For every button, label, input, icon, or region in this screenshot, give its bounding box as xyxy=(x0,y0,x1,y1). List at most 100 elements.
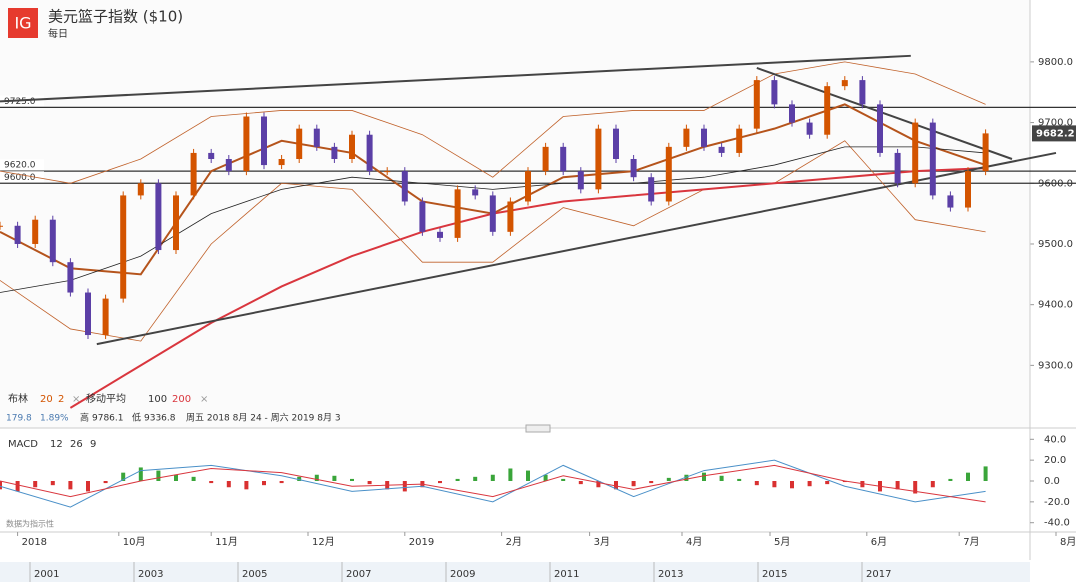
x-tick-label: 11月 xyxy=(215,536,238,548)
x-tick-label: 10月 xyxy=(123,536,146,548)
macd-bar xyxy=(913,481,918,494)
candle xyxy=(595,128,602,190)
macd-bar xyxy=(860,481,865,488)
macd-line xyxy=(0,459,986,508)
candle xyxy=(665,146,672,202)
candle xyxy=(155,183,162,251)
candle xyxy=(560,146,567,172)
candle xyxy=(542,146,549,172)
macd-bar xyxy=(596,481,601,488)
x-tick-label: 3月 xyxy=(594,536,610,548)
macd-bar xyxy=(842,481,847,483)
candle xyxy=(824,86,831,135)
legend-text: 9336.8 xyxy=(144,414,176,424)
candle xyxy=(173,195,179,251)
logo: IG xyxy=(14,14,31,33)
macd-bar xyxy=(790,481,794,489)
y-tick-label: 20.0 xyxy=(1044,455,1066,466)
candle xyxy=(965,171,971,208)
y-tick-label: 9500.0 xyxy=(1038,239,1073,250)
resize-handle[interactable] xyxy=(525,424,551,433)
macd-bar xyxy=(279,481,284,484)
y-tick-label: -20.0 xyxy=(1044,497,1070,508)
nav-label: 2017 xyxy=(866,569,891,580)
x-tick-label: 7月 xyxy=(963,536,979,548)
y-tick-label: 9400.0 xyxy=(1038,300,1073,311)
legend-text: 高 xyxy=(80,412,89,424)
candle xyxy=(225,158,232,172)
macd-bar xyxy=(930,481,935,488)
navigator[interactable] xyxy=(0,562,1030,582)
candle xyxy=(102,298,109,336)
candle xyxy=(630,158,637,178)
y-tick-label: 9300.0 xyxy=(1038,360,1073,371)
chart-title: 美元篮子指数 ($10) xyxy=(48,8,183,26)
nav-label: 2003 xyxy=(138,569,163,580)
overlay-line xyxy=(0,146,986,293)
macd-bar xyxy=(719,475,724,481)
price-panel xyxy=(0,0,1030,428)
macd-bar xyxy=(649,481,654,484)
macd-bar xyxy=(895,481,900,490)
legend-text: × xyxy=(200,394,208,405)
y-tick-label: 9700.0 xyxy=(1038,118,1073,129)
macd-bar xyxy=(121,472,126,481)
candle xyxy=(349,134,355,159)
macd-bar xyxy=(103,481,108,484)
macd-bar xyxy=(402,481,407,492)
legend-text: 低 xyxy=(132,412,141,424)
candle xyxy=(67,262,74,293)
macd-bar xyxy=(772,481,777,488)
macd-bar xyxy=(825,481,830,485)
macd-bar xyxy=(684,474,689,481)
candle xyxy=(683,128,690,147)
macd-bar xyxy=(33,481,38,488)
macd-bar xyxy=(314,474,319,481)
trendline xyxy=(756,67,1013,160)
legend-text: 1.89% xyxy=(40,414,69,424)
candle xyxy=(771,80,778,105)
candle xyxy=(366,134,373,172)
legend-text: 179.8 xyxy=(6,414,32,424)
x-tick-label: 5月 xyxy=(774,536,790,548)
macd-bar xyxy=(508,468,513,481)
macd-bar xyxy=(966,472,970,481)
candle xyxy=(331,146,338,159)
macd-bar xyxy=(297,476,302,481)
candle xyxy=(894,152,901,184)
chart-subtitle: 每日 xyxy=(48,27,68,40)
macd-bar xyxy=(807,481,812,487)
macd-bar xyxy=(455,478,460,481)
nav-label: 2009 xyxy=(450,569,475,580)
candle xyxy=(859,80,866,105)
macd-bar xyxy=(526,470,530,481)
candle xyxy=(49,219,56,263)
candle xyxy=(137,183,144,196)
candle xyxy=(806,122,813,135)
macd-bar xyxy=(156,470,161,481)
legend-text: 周五 2018 8月 24 - 周六 2019 8月 3 xyxy=(186,412,341,424)
macd-bar xyxy=(209,481,214,484)
macd-bar xyxy=(702,472,706,481)
y-tick-label: 9800.0 xyxy=(1038,57,1073,68)
y-tick-label: 40.0 xyxy=(1044,434,1066,445)
nav-label: 2013 xyxy=(658,569,683,580)
macd-bar xyxy=(86,481,90,492)
macd-bar xyxy=(174,474,178,481)
macd-bar xyxy=(983,466,988,481)
macd-bar xyxy=(50,481,55,486)
macd-bar xyxy=(490,474,495,481)
overlay-line xyxy=(69,167,986,409)
overlay-line xyxy=(0,140,986,342)
macd-bar xyxy=(543,474,548,481)
legend-text: 20 xyxy=(40,394,53,405)
macd-bar xyxy=(262,481,266,486)
candle xyxy=(912,122,919,184)
x-tick-label: 4月 xyxy=(686,536,702,548)
macd-bar xyxy=(666,477,671,481)
candle xyxy=(437,231,443,238)
candle xyxy=(454,189,461,238)
macd-bar xyxy=(244,481,249,490)
macd-bar xyxy=(15,481,20,492)
